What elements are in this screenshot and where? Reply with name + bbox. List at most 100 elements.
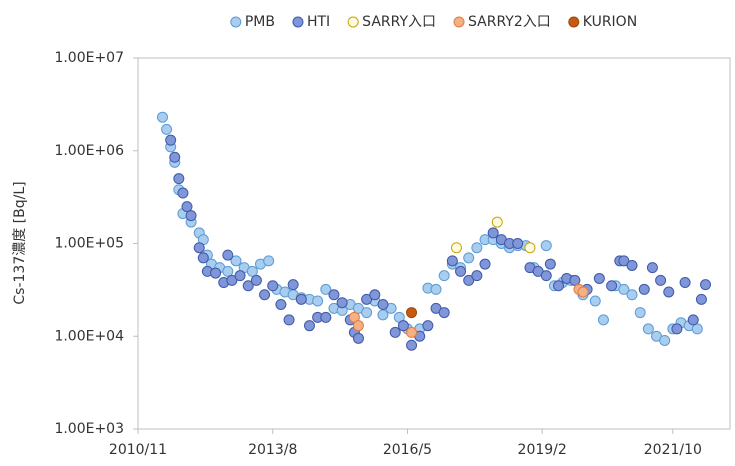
data-point (156, 111, 168, 123)
data-point (618, 283, 630, 295)
data-point (250, 274, 262, 286)
data-point (438, 270, 450, 282)
legend-label: KURION (583, 14, 637, 30)
data-point (312, 295, 324, 307)
data-point (659, 334, 671, 346)
legend-label: SARRY入口 (362, 14, 436, 30)
data-point (169, 151, 181, 163)
plot-border (137, 57, 731, 430)
legend-label: PMB (245, 14, 275, 30)
data-point (328, 289, 340, 301)
data-point (193, 242, 205, 254)
x-tick-label: 2013/8 (248, 442, 297, 458)
y-tick-label: 1.00E+05 (54, 236, 124, 252)
x-tick-label: 2010/11 (109, 442, 167, 458)
data-point (173, 173, 185, 185)
data-point (336, 297, 348, 309)
data-point (406, 339, 418, 351)
data-point (267, 280, 279, 292)
legend-marker (568, 16, 580, 28)
y-tick-label: 1.00E+03 (54, 421, 124, 437)
data-point (512, 238, 524, 249)
data-point (222, 249, 234, 261)
x-tick-label: 2021/10 (644, 442, 702, 458)
data-point (361, 307, 373, 319)
data-point (165, 134, 177, 146)
data-point (377, 298, 389, 310)
data-point (540, 270, 552, 282)
data-point (177, 187, 189, 199)
data-point (438, 307, 450, 319)
data-point (430, 283, 442, 295)
data-point (638, 283, 650, 295)
data-point (626, 289, 638, 301)
data-point (618, 255, 630, 267)
data-point (626, 259, 638, 271)
x-tick-label: 2019/2 (518, 442, 567, 458)
data-point (455, 265, 467, 277)
data-point (197, 252, 209, 264)
data-point (275, 298, 287, 310)
data-point (181, 201, 193, 213)
y-tick-label: 1.00E+06 (54, 143, 124, 159)
legend-marker (230, 16, 242, 28)
data-point (226, 274, 238, 286)
data-point (491, 216, 503, 228)
legend-marker (292, 16, 304, 28)
data-point (295, 293, 307, 305)
legend: PMB HTI SARRY入口 SARRY2入口 KURION (230, 14, 637, 30)
data-point (700, 279, 712, 291)
data-point (471, 242, 483, 254)
data-point (593, 272, 605, 284)
data-point (185, 210, 197, 222)
data-point (691, 323, 703, 335)
legend-marker (453, 16, 465, 28)
data-point (634, 307, 646, 319)
data-point (161, 123, 173, 135)
data-point (234, 270, 246, 282)
data-point (597, 314, 609, 326)
data-point (246, 265, 258, 277)
data-point (540, 240, 552, 252)
legend-label: SARRY2入口 (468, 14, 551, 30)
data-point (471, 270, 483, 282)
data-point (544, 258, 556, 270)
data-point (352, 320, 364, 332)
data-point (463, 252, 475, 264)
data-point (642, 323, 654, 335)
data-point (577, 286, 589, 298)
data-point (663, 286, 675, 298)
y-tick-label: 1.00E+07 (54, 50, 124, 66)
data-point (422, 320, 434, 332)
data-point (406, 326, 418, 338)
data-point (397, 320, 409, 332)
data-point (687, 314, 699, 326)
data-point (695, 293, 707, 305)
data-point (352, 332, 364, 344)
data-point (361, 293, 373, 305)
legend-label: HTI (307, 14, 330, 30)
data-point (303, 320, 315, 332)
data-point (589, 295, 601, 307)
data-point (283, 314, 295, 326)
data-point (210, 267, 222, 279)
data-point (242, 280, 254, 292)
data-point (377, 309, 389, 321)
data-point (553, 280, 565, 292)
data-point (287, 279, 299, 291)
data-point (389, 326, 401, 338)
data-point (406, 307, 418, 319)
data-point (446, 255, 458, 267)
y-axis-label: Cs-137濃度 [Bq/L] (12, 181, 28, 304)
data-point (524, 242, 536, 254)
data-point (320, 283, 332, 295)
data-point (320, 311, 332, 323)
data-point (671, 323, 683, 335)
x-tick-label: 2016/5 (383, 442, 432, 458)
data-point (222, 265, 234, 277)
data-point (479, 258, 491, 270)
data-point (230, 255, 242, 267)
data-point (463, 274, 475, 286)
data-point (655, 274, 667, 286)
